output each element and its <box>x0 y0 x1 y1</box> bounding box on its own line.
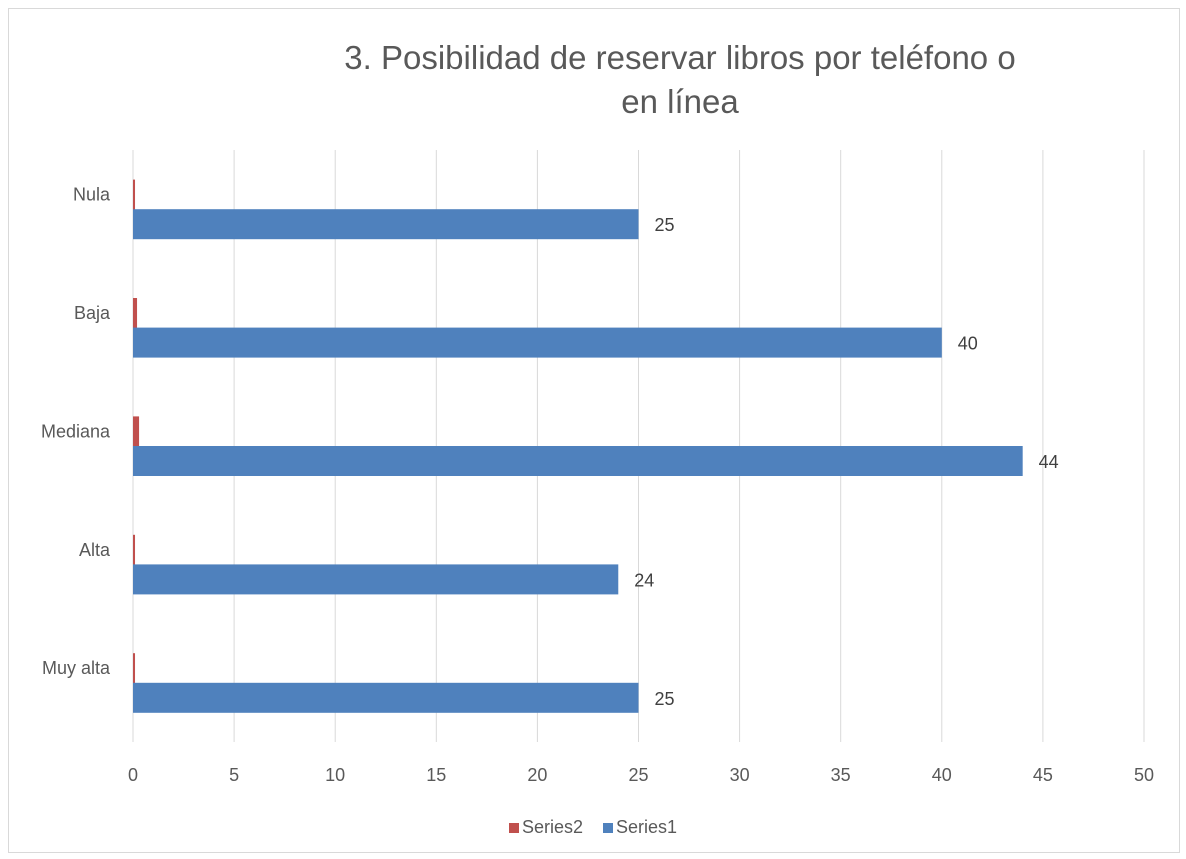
legend: Series2 Series1 <box>0 817 1186 838</box>
bar-series1-0 <box>133 209 639 240</box>
y-category-label-2: Mediana <box>41 421 111 441</box>
y-axis-categories: Nula Baja Mediana Alta Muy alta <box>41 185 111 679</box>
x-tick-label-45: 45 <box>1033 765 1053 785</box>
legend-swatch-series2 <box>508 822 519 833</box>
bar-series1-4 <box>133 682 639 713</box>
data-labels: 25 40 44 24 25 <box>634 215 1058 709</box>
data-label-series1-0: 25 <box>655 215 675 235</box>
x-axis-ticks: 0 5 10 15 20 25 30 35 40 45 50 <box>128 765 1154 785</box>
legend-swatch-series1 <box>603 822 613 833</box>
data-label-series1-1: 40 <box>958 334 978 354</box>
bar-series2-0 <box>133 179 136 210</box>
bar-series1-3 <box>133 564 619 595</box>
legend-label-series1: Series1 <box>616 817 678 837</box>
y-category-label-4: Muy alta <box>42 658 111 678</box>
x-tick-label-50: 50 <box>1134 765 1154 785</box>
bar-series2-2 <box>133 416 140 447</box>
data-label-series1-4: 25 <box>655 689 675 709</box>
x-tick-label-30: 30 <box>730 765 750 785</box>
bar-series1-1 <box>133 327 942 358</box>
legend-item-series1[interactable]: Series1 <box>603 817 677 838</box>
x-tick-label-10: 10 <box>325 765 345 785</box>
bars <box>133 179 1023 713</box>
y-category-label-1: Baja <box>74 303 111 323</box>
x-tick-label-35: 35 <box>831 765 851 785</box>
x-tick-label-40: 40 <box>932 765 952 785</box>
y-category-label-3: Alta <box>79 540 111 560</box>
bar-series1-2 <box>133 446 1023 476</box>
legend-item-series2[interactable]: Series2 <box>508 817 583 838</box>
x-tick-label-0: 0 <box>128 765 138 785</box>
bar-series2-4 <box>133 653 136 684</box>
data-label-series1-3: 24 <box>634 570 654 590</box>
chart-title-line-2: en línea <box>621 83 739 120</box>
chart-title-line-1: 3. Posibilidad de reservar libros por te… <box>344 39 1016 76</box>
legend-label-series2: Series2 <box>521 817 583 837</box>
x-tick-label-25: 25 <box>628 765 648 785</box>
x-tick-label-20: 20 <box>527 765 547 785</box>
bar-series2-1 <box>133 298 138 328</box>
data-label-series1-2: 44 <box>1039 452 1059 472</box>
chart-title: 3. Posibilidad de reservar libros por te… <box>330 36 1030 124</box>
x-tick-label-15: 15 <box>426 765 446 785</box>
bar-series2-3 <box>133 534 136 565</box>
x-tick-label-5: 5 <box>229 765 239 785</box>
y-category-label-0: Nula <box>73 185 111 205</box>
